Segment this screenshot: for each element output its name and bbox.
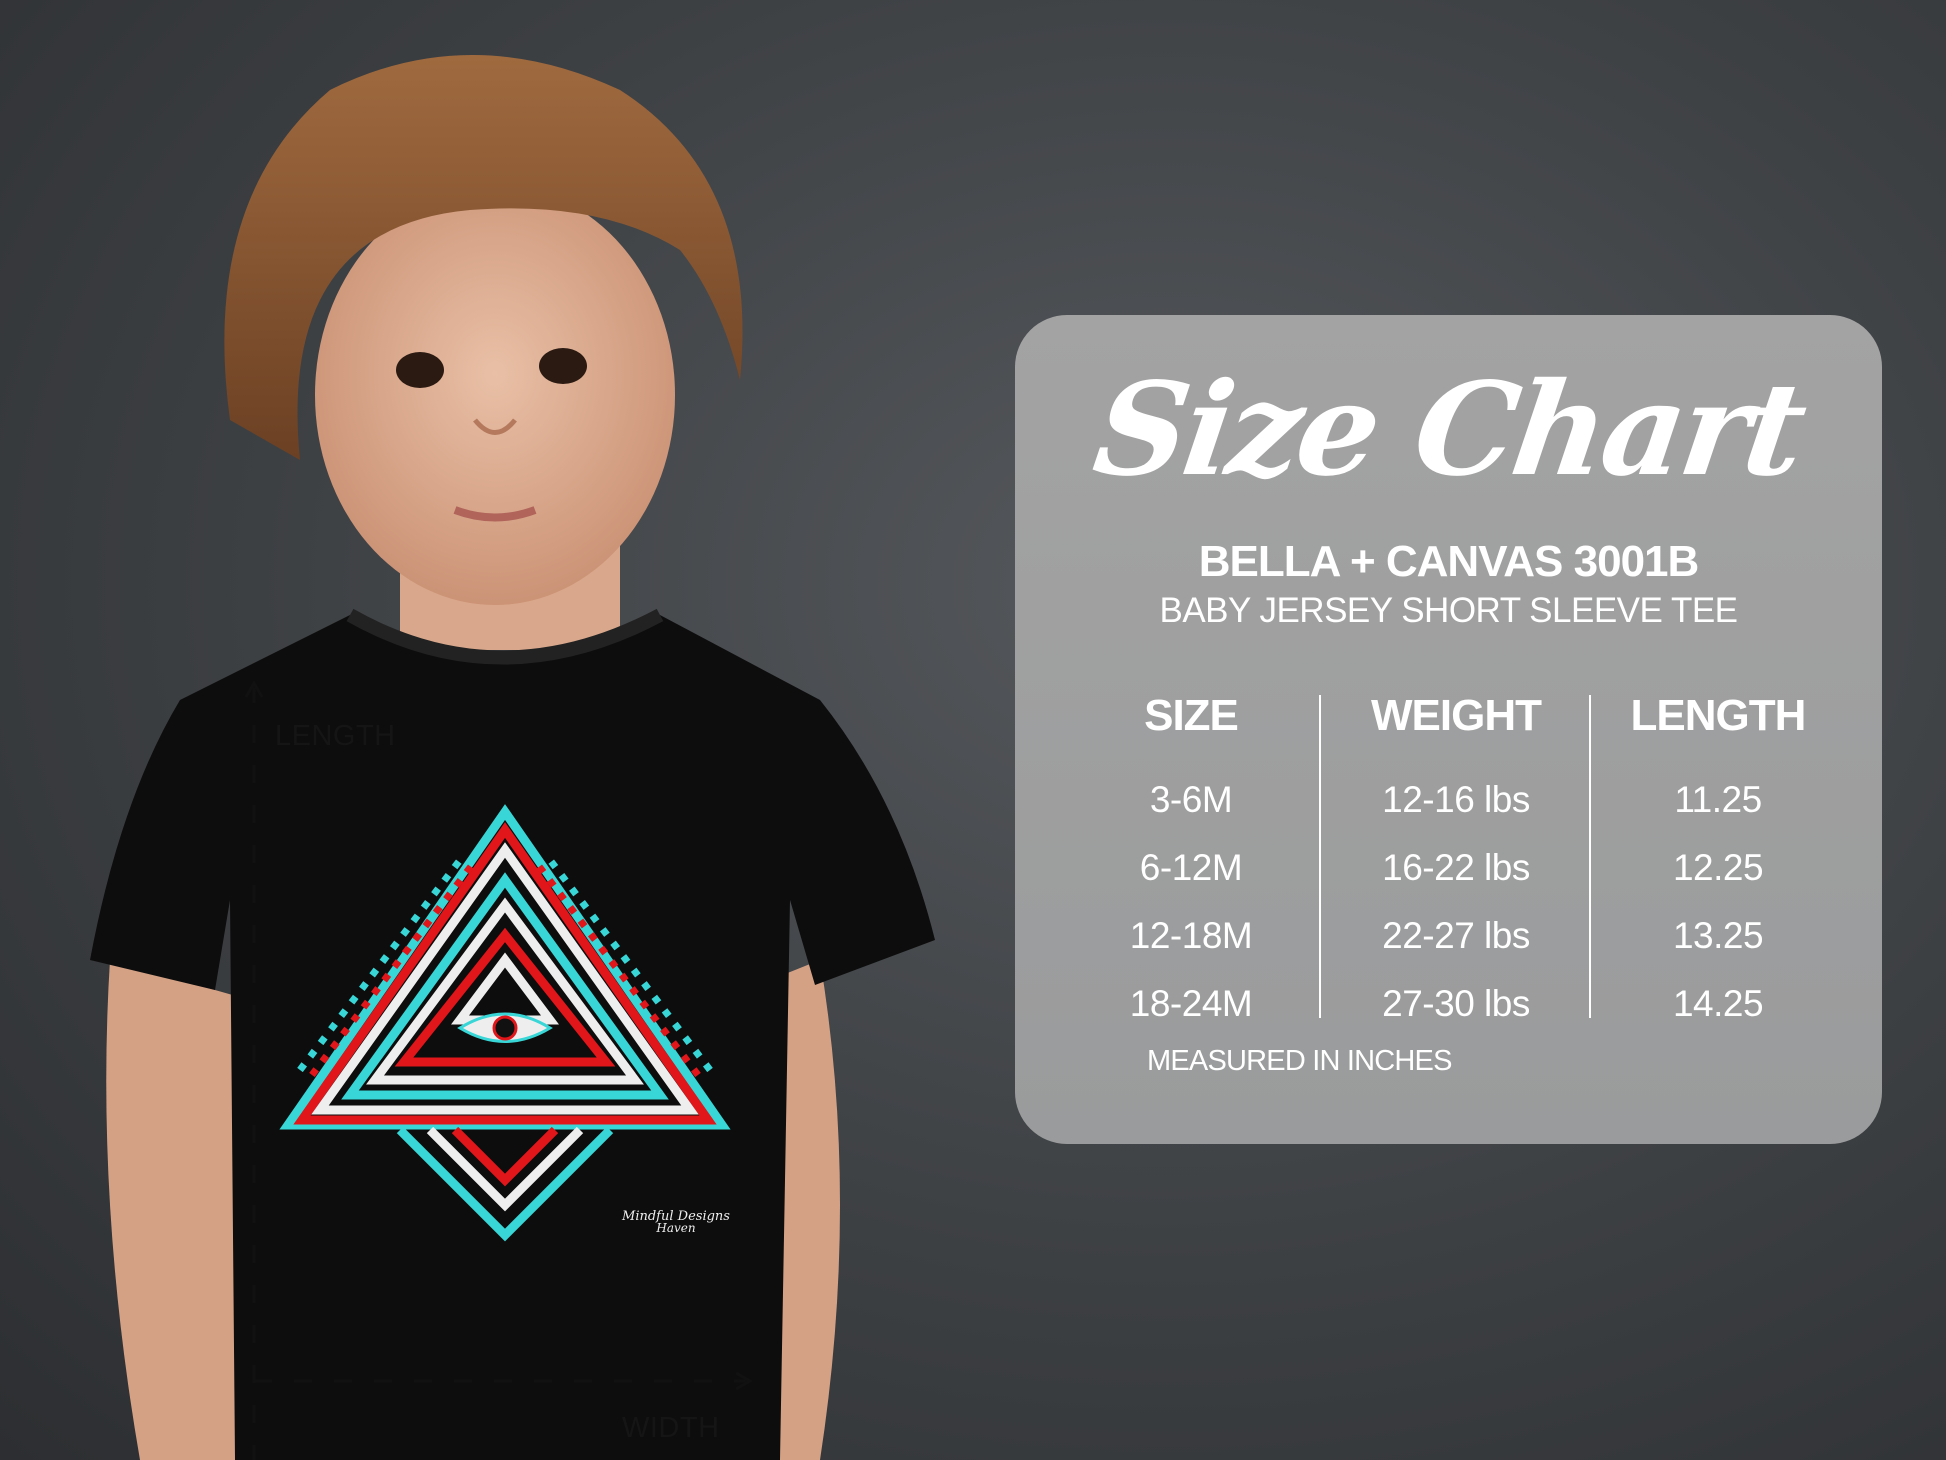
header-weight: WEIGHT (1371, 691, 1542, 740)
brand-model: BELLA + CANVAS 3001B (1198, 537, 1700, 586)
cell-length: 13.25 (1672, 915, 1764, 956)
shirt-logo-line1: Mindful Designs (621, 1209, 730, 1224)
right-eye (539, 348, 587, 384)
size-chart-title: Size Chart (1085, 355, 1812, 505)
cell-size: 3-6M (1149, 779, 1233, 820)
cell-size: 12-18M (1129, 915, 1253, 956)
left-arm (106, 960, 250, 1460)
length-label: LENGTH (275, 720, 396, 752)
cell-weight: 16-22 lbs (1382, 847, 1530, 888)
cell-length: 14.25 (1672, 983, 1764, 1024)
cell-weight: 22-27 lbs (1382, 915, 1530, 956)
width-label: WIDTH (622, 1412, 720, 1444)
column-divider (1589, 695, 1591, 1018)
cell-weight: 12-16 lbs (1382, 779, 1530, 820)
header-length: LENGTH (1630, 691, 1807, 740)
hair (224, 55, 743, 460)
cell-length: 11.25 (1674, 779, 1762, 820)
column-divider (1319, 695, 1321, 1018)
cell-weight: 27-30 lbs (1382, 983, 1530, 1024)
shirt-logo-line2: Haven (655, 1221, 695, 1235)
left-eye (396, 352, 444, 388)
triangle-eye-graphic (279, 804, 731, 1242)
length-arrow (244, 679, 264, 1460)
cell-size: 6-12M (1139, 847, 1243, 888)
size-chart-panel: Size Chart BELLA + CANVAS 3001B BABY JER… (1015, 315, 1882, 1144)
width-arrow (254, 1371, 754, 1391)
mouth (453, 506, 537, 522)
header-size: SIZE (1144, 691, 1239, 740)
cell-length: 12.25 (1672, 847, 1764, 888)
measurement-note: MEASURED IN INCHES (1147, 1045, 1452, 1077)
product-name: BABY JERSEY SHORT SLEEVE TEE (1159, 591, 1738, 630)
child-face (315, 185, 675, 605)
cell-size: 18-24M (1129, 983, 1253, 1024)
